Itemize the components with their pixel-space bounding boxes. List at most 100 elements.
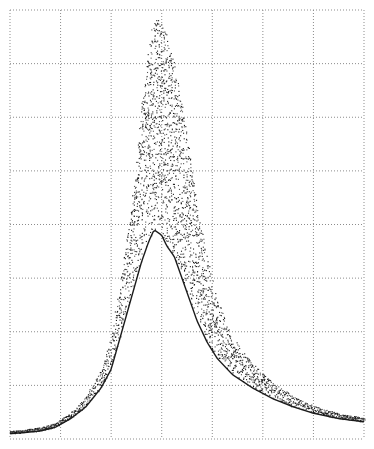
trace-dot: [156, 141, 158, 143]
trace-dot: [189, 194, 191, 196]
trace-dot: [212, 308, 214, 311]
trace-dot: [204, 321, 206, 323]
trace-dot: [167, 45, 169, 47]
trace-dot: [199, 281, 201, 283]
trace-dot: [172, 66, 174, 68]
trace-dot: [119, 292, 122, 294]
trace-dot: [234, 350, 236, 352]
trace-dot: [364, 418, 366, 420]
trace-dot: [157, 210, 160, 212]
trace-dot: [207, 325, 209, 327]
trace-dot: [143, 108, 146, 110]
trace-dot: [150, 72, 152, 74]
trace-dot: [278, 386, 280, 388]
trace-dot: [279, 394, 282, 396]
trace-dot: [73, 410, 75, 412]
trace-dot: [321, 412, 323, 414]
trace-dot: [87, 400, 89, 402]
trace-dot: [163, 70, 165, 72]
trace-dot: [186, 133, 188, 135]
trace-dot: [226, 352, 228, 354]
trace-dot: [174, 105, 177, 107]
trace-dot: [356, 419, 358, 421]
trace-dot: [36, 428, 38, 430]
trace-dot: [157, 77, 159, 79]
trace-dot: [164, 134, 166, 136]
trace-dot: [113, 335, 115, 337]
trace-dot: [128, 275, 130, 277]
trace-dot: [194, 271, 196, 273]
trace-dot: [217, 334, 219, 336]
trace-dot: [162, 216, 164, 218]
trace-dot: [267, 386, 269, 388]
trace-dot: [139, 157, 141, 159]
trace-dot: [164, 197, 166, 199]
trace-dot: [47, 425, 49, 427]
trace-dot: [272, 389, 274, 391]
trace-dot: [179, 118, 181, 120]
trace-dot: [330, 411, 332, 413]
trace-dot: [50, 424, 52, 426]
trace-dot: [250, 370, 252, 372]
trace-dot: [126, 281, 128, 283]
trace-dot: [195, 209, 197, 211]
trace-dot: [281, 398, 283, 400]
trace-dot: [163, 137, 165, 139]
trace-dot: [103, 366, 105, 368]
trace-dot: [27, 430, 29, 432]
trace-dot: [167, 235, 169, 237]
trace-dot: [19, 430, 22, 432]
trace-dot: [331, 411, 333, 413]
trace-dot: [151, 149, 153, 151]
trace-dot: [149, 192, 151, 194]
trace-dot: [167, 61, 170, 63]
trace-dot: [201, 253, 203, 255]
trace-dot: [147, 60, 149, 62]
trace-dot: [149, 172, 151, 175]
trace-dot: [178, 94, 180, 96]
trace-dot: [212, 313, 214, 315]
trace-dot: [171, 110, 173, 112]
trace-dot: [207, 276, 209, 278]
trace-dot: [201, 314, 203, 316]
trace-dot: [263, 380, 265, 382]
trace-dot: [185, 171, 187, 174]
trace-dot: [110, 362, 112, 364]
trace-dot: [190, 192, 192, 194]
trace-dot: [270, 381, 272, 383]
trace-dot: [161, 63, 163, 65]
trace-dot: [213, 320, 215, 322]
trace-dot: [173, 108, 175, 110]
trace-dot: [284, 391, 286, 393]
trace-dot: [154, 98, 156, 100]
trace-dot: [140, 143, 142, 145]
trace-dot: [229, 359, 231, 361]
trace-dot: [283, 400, 285, 402]
trace-dot: [92, 385, 94, 387]
trace-dot: [34, 428, 36, 430]
trace-dot: [206, 255, 208, 257]
trace-dot: [175, 141, 177, 143]
trace-dot: [157, 52, 159, 55]
trace-dot: [193, 262, 195, 264]
trace-dot: [199, 292, 201, 294]
trace-dot: [150, 74, 152, 76]
trace-dot: [127, 248, 129, 250]
trace-dot: [164, 219, 166, 221]
trace-dot: [212, 315, 214, 318]
trace-dot: [209, 323, 211, 325]
trace-dot: [219, 357, 221, 359]
trace-dot: [234, 367, 236, 369]
trace-dot: [169, 241, 171, 243]
trace-dot: [156, 87, 158, 89]
trace-dot: [181, 157, 183, 160]
trace-dot: [73, 411, 75, 413]
trace-dot: [188, 235, 190, 237]
trace-dot: [117, 329, 119, 331]
trace-dot: [204, 298, 206, 300]
trace-dot: [165, 196, 167, 198]
trace-dot: [291, 395, 293, 397]
trace-dot: [213, 303, 215, 305]
trace-dot: [163, 153, 165, 155]
trace-dot: [118, 324, 120, 326]
